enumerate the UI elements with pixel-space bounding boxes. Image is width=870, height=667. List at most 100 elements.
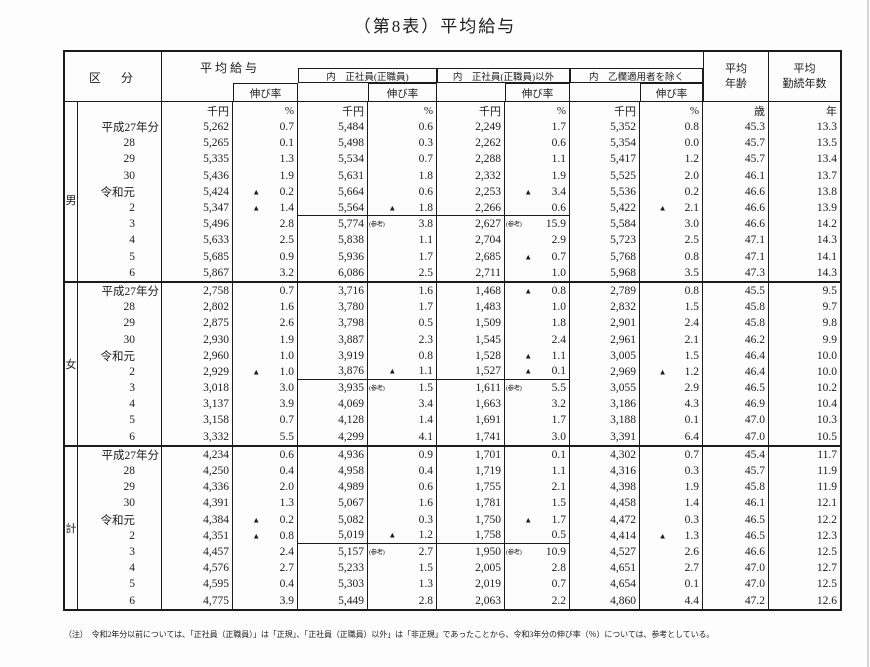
- section-rows-men: 平成27年分 5,262 0.7 5,484 0.6 2,249 1.7 5,352 0.8 45…: [78, 119, 840, 281]
- cell-value: 1,545: [475, 333, 501, 346]
- value-cell: 1,950: [437, 543, 505, 561]
- value-cell: 2,249: [437, 119, 505, 136]
- value-cell: 3,332: [162, 428, 233, 445]
- cell-value: 2.7: [418, 545, 433, 558]
- cell-value: 4,302: [610, 448, 636, 461]
- header-growth-rate-4: 伸び率: [640, 83, 703, 102]
- cell-value: 3,798: [338, 317, 364, 330]
- cell-value: 2,802: [203, 301, 229, 314]
- value-cell: 1,527: [437, 363, 505, 380]
- value-cell: 2,005: [437, 560, 505, 577]
- rate-cell: 2.5: [233, 232, 298, 249]
- value-cell: 1,701: [437, 446, 505, 463]
- cell-value: 15.9: [545, 218, 566, 231]
- cell-value: 45.3: [744, 121, 765, 134]
- cell-value: 0.2: [279, 513, 294, 526]
- cell-value: 0.8: [684, 121, 699, 134]
- cell-value: 3,716: [338, 284, 364, 297]
- header-average-tenure-line1: 平均: [793, 63, 816, 76]
- cell-value: 45.4: [744, 448, 765, 461]
- cell-value: 13.3: [816, 121, 837, 134]
- value-cell: 46.5: [703, 527, 769, 544]
- cell-value: 4,234: [203, 448, 229, 461]
- cell-value: 5,525: [610, 169, 636, 182]
- cell-value: 1,741: [475, 430, 501, 443]
- rate-cell: 0.2: [640, 183, 703, 200]
- section-rows-women: 平成27年分 2,758 0.7 3,716 1.6 1,468 ▲ 0.8 2,789 0.8 4…: [78, 282, 840, 445]
- cell-value: 46.6: [744, 202, 765, 215]
- value-cell: 13.7: [769, 168, 840, 184]
- cell-value: 5,233: [338, 562, 364, 575]
- cell-value: 10.4: [816, 398, 837, 411]
- value-cell: 2,704: [437, 232, 505, 249]
- value-cell: 47.0: [703, 560, 769, 577]
- cell-value: 1.5: [684, 349, 699, 362]
- rate-cell: 2.6: [640, 543, 703, 561]
- cell-value: 0.4: [279, 465, 294, 478]
- value-cell: 4,128: [298, 412, 368, 429]
- negative-triangle-marker: ▲: [524, 187, 533, 197]
- cell-value: 46.6: [744, 545, 765, 558]
- unit-label: 千円: [437, 102, 505, 119]
- cell-value: 4.1: [418, 430, 433, 443]
- value-cell: 4,398: [570, 479, 640, 496]
- rate-cell: 1.5: [640, 347, 703, 364]
- cell-value: 5,536: [610, 185, 636, 198]
- rate-cell: 1.0: [505, 299, 570, 316]
- value-cell: 14.1: [769, 249, 840, 265]
- unit-label: %: [640, 102, 703, 119]
- value-cell: 13.9: [769, 200, 840, 216]
- year-cell: 29: [78, 315, 162, 332]
- cell-value: 1.0: [551, 301, 566, 314]
- rate-cell: ▲ 0.1: [505, 363, 570, 380]
- rate-cell: 1.2: [640, 151, 703, 168]
- unit-label: 千円: [298, 102, 368, 119]
- negative-triangle-marker: ▲: [252, 187, 261, 197]
- value-cell: 4,936: [298, 446, 368, 463]
- cell-value: 1.8: [551, 317, 566, 330]
- value-cell: 4,069: [298, 396, 368, 413]
- cell-value: 3.8: [418, 218, 433, 231]
- value-cell: 1,691: [437, 412, 505, 429]
- rate-cell: 1.8: [505, 315, 570, 332]
- cell-value: 1.9: [684, 481, 699, 494]
- cell-value: 1,758: [475, 529, 501, 542]
- cell-value: 5,417: [610, 153, 636, 166]
- value-cell: 47.1: [703, 232, 769, 249]
- cell-value: 5,685: [203, 250, 229, 263]
- value-cell: 5,867: [162, 264, 233, 281]
- value-cell: 2,063: [437, 592, 505, 609]
- rate-cell: 1.9: [505, 167, 570, 184]
- negative-triangle-marker: ▲: [524, 515, 533, 525]
- rate-cell: ▲ 1.8: [368, 199, 437, 217]
- cell-value: 3.5: [684, 266, 699, 279]
- value-cell: 2,930: [162, 331, 233, 348]
- cell-value: 2,019: [475, 578, 501, 591]
- table-row: 29 4,336 2.0 4,989 0.6 1,755 2.1 4,398 1.9 45.8 11…: [78, 479, 840, 496]
- cell-value: 3,188: [610, 414, 636, 427]
- unit-label: 千円: [162, 102, 233, 119]
- cell-value: 4.4: [684, 594, 699, 607]
- rate-cell: ▲ 1.2: [640, 363, 703, 380]
- table-row: 3 3,018 3.0 3,935 (参考) 1.5 1,611 (参考) 5.5 3,055 2.…: [78, 380, 840, 397]
- year-cell: 30: [78, 331, 162, 348]
- cell-value: 2,832: [610, 301, 636, 314]
- year-cell: 4: [78, 560, 162, 577]
- cell-value: 5,664: [338, 185, 364, 198]
- cell-value: 1.9: [551, 169, 566, 182]
- cell-value: 0.3: [684, 465, 699, 478]
- table-row: 令和元 2,960 1.0 3,919 0.8 1,528 ▲ 1.1 3,005 1.5 46.4…: [78, 347, 840, 364]
- table-row: 29 5,335 1.3 5,534 0.7 2,288 1.1 5,417 1.2 45.7 13…: [78, 151, 840, 168]
- cell-value: 3,005: [610, 349, 636, 362]
- value-cell: 5,352: [570, 119, 640, 136]
- table-row: 2 2,929 ▲ 1.0 3,876 ▲ 1.1 1,527 ▲ 0.1 2,969 ▲ 1.2 46.…: [78, 363, 840, 380]
- cell-value: 0.7: [551, 578, 566, 591]
- table-row: 28 4,250 0.4 4,958 0.4 1,719 1.1 4,316 0.3 45.7 11…: [78, 462, 840, 480]
- negative-triangle-marker: ▲: [658, 367, 667, 377]
- table-body: 男平成27年分 5,262 0.7 5,484 0.6 2,249 1.7 5,352 0.8 4…: [65, 119, 840, 609]
- rate-cell: 5.5: [233, 428, 298, 445]
- cell-value: 1.5: [684, 301, 699, 314]
- cell-value: 6,086: [338, 266, 364, 279]
- cell-value: 2.4: [684, 317, 699, 330]
- cell-value: 4,414: [610, 529, 636, 542]
